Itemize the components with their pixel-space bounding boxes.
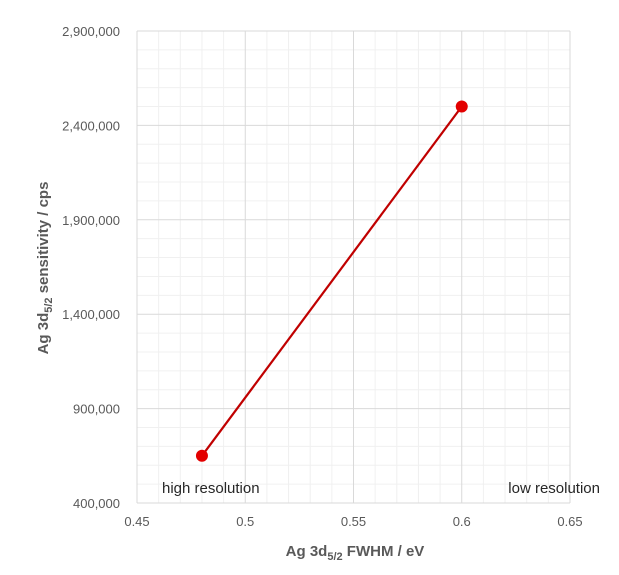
y-axis-title: Ag 3d5/2 sensitivity / cps — [35, 182, 55, 355]
series-line — [201, 105, 463, 457]
x-tick-label: 0.6 — [453, 514, 471, 529]
annotation-low-resolution: low resolution — [508, 480, 600, 497]
y-tick-label: 1,400,000 — [62, 307, 120, 322]
data-series — [195, 100, 468, 462]
x-axis-tick-labels: 0.45 0.5 0.55 0.6 0.65 — [124, 514, 582, 529]
y-tick-label: 1,900,000 — [62, 213, 120, 228]
y-tick-label: 400,000 — [73, 496, 120, 511]
x-axis-title-subscript: 5/2 — [327, 551, 342, 563]
x-axis-title-rest: FWHM / eV — [343, 543, 425, 560]
annotation-high-resolution: high resolution — [162, 480, 260, 497]
y-tick-label: 2,400,000 — [62, 118, 120, 133]
x-tick-label: 0.45 — [124, 514, 149, 529]
y-tick-label: 2,900,000 — [62, 24, 120, 39]
x-tick-label: 0.55 — [341, 514, 366, 529]
x-tick-label: 0.65 — [557, 514, 582, 529]
x-axis-title-main: Ag 3d — [286, 543, 328, 560]
y-tick-label: 900,000 — [73, 402, 120, 417]
y-axis-title-subscript: 5/2 — [43, 297, 55, 312]
x-tick-label: 0.5 — [236, 514, 254, 529]
data-point — [195, 449, 208, 462]
x-axis-title: Ag 3d5/2 FWHM / eV — [286, 543, 425, 563]
data-point — [455, 100, 468, 113]
y-axis-title-rest: sensitivity / cps — [35, 182, 52, 298]
y-axis-title-main: Ag 3d — [35, 313, 52, 355]
y-axis-tick-labels: 400,000 900,000 1,400,000 1,900,000 2,400,00… — [62, 24, 120, 511]
